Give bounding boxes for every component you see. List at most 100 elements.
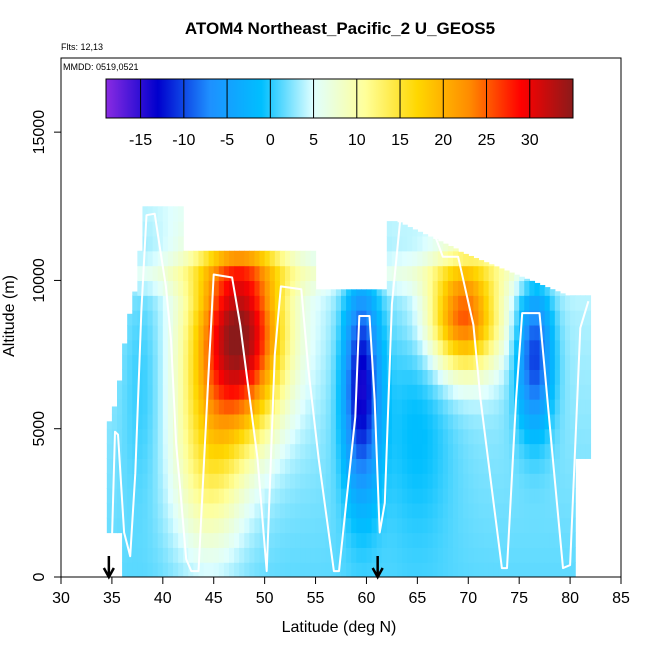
heatmap-cell xyxy=(203,488,210,504)
heatmap-cell xyxy=(549,295,556,311)
heatmap-cell xyxy=(386,458,393,474)
heatmap-cell xyxy=(544,428,551,445)
heatmap-cell xyxy=(437,399,444,415)
heatmap-cell xyxy=(229,369,235,385)
heatmap-cell xyxy=(463,265,469,282)
heatmap-cell xyxy=(198,413,205,430)
heatmap-cell xyxy=(264,488,271,504)
heatmap-cell xyxy=(397,428,403,445)
heatmap-cell xyxy=(427,265,434,282)
heatmap-cell xyxy=(473,310,480,326)
heatmap-cell xyxy=(361,458,368,474)
heatmap-cell xyxy=(305,428,312,445)
heatmap-cell xyxy=(254,517,261,534)
colorbar-tick-label: -15 xyxy=(129,132,152,149)
heatmap-cell xyxy=(341,310,347,326)
heatmap-cell xyxy=(356,384,362,400)
heatmap-cell xyxy=(346,532,352,548)
heatmap-cell xyxy=(193,547,200,563)
heatmap-cell xyxy=(427,413,434,430)
heatmap-cell xyxy=(498,458,505,474)
heatmap-cell xyxy=(488,354,495,370)
heatmap-cell xyxy=(503,324,510,341)
heatmap-cell xyxy=(234,369,240,385)
heatmap-cell xyxy=(422,265,429,282)
heatmap-cell xyxy=(239,547,245,563)
heatmap-cell xyxy=(376,473,383,489)
heatmap-cell xyxy=(178,443,184,459)
heatmap-cell xyxy=(427,399,434,415)
heatmap-cell xyxy=(346,369,352,385)
heatmap-cell xyxy=(544,547,551,563)
heatmap-cell xyxy=(447,280,454,296)
heatmap-cell xyxy=(554,295,561,311)
heatmap-cell xyxy=(509,399,515,415)
heatmap-cell xyxy=(544,473,551,489)
heatmap-cell xyxy=(122,532,128,548)
heatmap-cell xyxy=(249,280,256,296)
heatmap-cell xyxy=(106,488,113,504)
heatmap-cell xyxy=(218,532,225,548)
heatmap-cell xyxy=(473,384,480,400)
heatmap-cell xyxy=(157,384,164,400)
heatmap-cell xyxy=(290,265,296,282)
heatmap-cell xyxy=(198,384,205,400)
heatmap-cell xyxy=(463,369,469,385)
heatmap-cell xyxy=(147,310,154,326)
heatmap-cell xyxy=(366,562,373,577)
heatmap-cell xyxy=(152,562,159,577)
heatmap-cell xyxy=(351,369,357,385)
heatmap-cell xyxy=(442,243,449,252)
heatmap-cell xyxy=(570,324,576,341)
heatmap-cell xyxy=(188,324,194,341)
heatmap-cell xyxy=(509,562,515,577)
heatmap-cell xyxy=(397,265,403,282)
heatmap-cell xyxy=(330,458,337,474)
heatmap-cell xyxy=(371,458,378,474)
heatmap-cell xyxy=(117,428,123,445)
heatmap-cell xyxy=(488,443,495,459)
heatmap-cell xyxy=(437,339,444,356)
colorbar-tick-label: -5 xyxy=(220,132,234,149)
heatmap-cell xyxy=(310,310,317,326)
heatmap-cell xyxy=(412,229,418,237)
heatmap-cell xyxy=(341,289,347,296)
heatmap-cell xyxy=(157,221,164,237)
heatmap-cell xyxy=(244,384,250,400)
heatmap-cell xyxy=(417,280,424,296)
heatmap-cell xyxy=(447,458,454,474)
heatmap-cell xyxy=(427,324,434,341)
heatmap-cell xyxy=(391,369,398,385)
heatmap-cell xyxy=(290,473,296,489)
heatmap-cell xyxy=(437,280,444,296)
heatmap-cell xyxy=(432,384,439,400)
heatmap-cell xyxy=(463,310,469,326)
heatmap-cell xyxy=(468,369,474,385)
heatmap-cell xyxy=(193,532,200,548)
heatmap-cell xyxy=(351,502,357,519)
heatmap-cell xyxy=(341,428,347,445)
heatmap-cell xyxy=(229,280,235,296)
heatmap-cell xyxy=(498,532,505,548)
heatmap-cell xyxy=(330,310,337,326)
heatmap-cell xyxy=(259,473,266,489)
heatmap-cell xyxy=(412,399,418,415)
heatmap-cell xyxy=(437,310,444,326)
heatmap-cell xyxy=(417,235,424,252)
heatmap-cell xyxy=(361,502,368,519)
heatmap-cell xyxy=(335,384,342,400)
flight-track xyxy=(110,212,590,573)
heatmap-cell xyxy=(565,532,571,548)
heatmap-cell xyxy=(269,502,276,519)
heatmap-cell xyxy=(539,354,546,370)
heatmap-cell xyxy=(341,502,347,519)
heatmap-cell xyxy=(330,289,337,296)
heatmap-cell xyxy=(127,473,133,489)
heatmap-cell xyxy=(295,517,301,534)
heatmap-cell xyxy=(167,399,174,415)
heatmap-cell xyxy=(285,399,291,415)
heatmap-cell xyxy=(493,399,500,415)
heatmap-cell xyxy=(218,324,225,341)
heatmap-cell xyxy=(330,354,337,370)
heatmap-cell xyxy=(173,221,179,237)
